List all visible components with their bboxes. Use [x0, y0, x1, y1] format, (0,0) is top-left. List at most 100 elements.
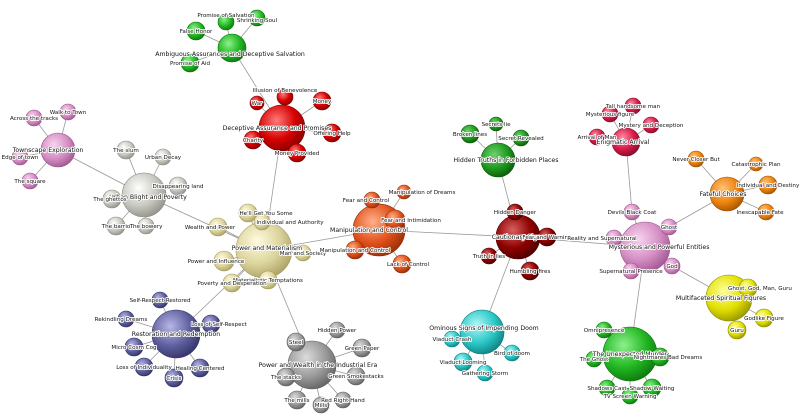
node-mystpower[interactable] — [619, 221, 671, 273]
node-god[interactable] — [663, 257, 681, 275]
node-hiddentruths[interactable] — [480, 142, 516, 178]
node-barrio[interactable] — [106, 216, 126, 236]
node-themills[interactable] — [287, 390, 307, 410]
node-label-multifaceted: Multifaceted Spiritual Figures — [676, 295, 766, 302]
node-superpresence[interactable] — [622, 262, 640, 280]
node-label-restoration: Restoration and Redemption — [132, 331, 220, 338]
node-realitysuper[interactable] — [605, 229, 623, 247]
node-guru[interactable] — [727, 320, 747, 340]
node-viaductlooming[interactable] — [453, 352, 473, 372]
node-label-brokenlines: Broken lines — [453, 132, 487, 138]
node-catastrophic[interactable] — [748, 156, 764, 172]
node-label-healingcentered: Healing Centered — [176, 366, 225, 372]
node-moneyprov[interactable] — [287, 143, 307, 163]
node-ominous[interactable] — [459, 309, 505, 355]
node-mills2[interactable] — [312, 396, 330, 414]
node-fearintim[interactable] — [384, 209, 406, 231]
node-slum[interactable] — [116, 140, 136, 160]
node-promiseaid[interactable] — [180, 53, 200, 73]
node-deceptive[interactable] — [258, 104, 306, 152]
node-inescapable[interactable] — [757, 203, 775, 221]
node-square[interactable] — [21, 172, 39, 190]
node-edgetown[interactable] — [11, 148, 29, 166]
node-mysterious[interactable] — [601, 105, 619, 123]
node-steel[interactable] — [286, 332, 306, 352]
node-hiddendanger[interactable] — [506, 203, 524, 221]
node-label-godlike: Godlike Figure — [744, 316, 784, 322]
node-fateful[interactable] — [709, 176, 745, 212]
node-restoration[interactable] — [151, 309, 201, 359]
node-manipcontrol2[interactable] — [345, 240, 365, 260]
node-omnipresence[interactable] — [595, 321, 613, 339]
node-tvscreen[interactable] — [621, 387, 639, 405]
node-promise[interactable] — [217, 13, 235, 31]
node-disappearing[interactable] — [168, 176, 188, 196]
node-townscape[interactable] — [40, 132, 76, 168]
node-hiddenpower[interactable] — [328, 321, 346, 339]
node-offeringhelp[interactable] — [322, 123, 342, 143]
node-label-manipdreams: Manipulation of Dreams — [389, 190, 456, 196]
node-wealthpower[interactable] — [208, 217, 228, 237]
node-manipdreams[interactable] — [396, 184, 412, 200]
node-humblingfires[interactable] — [520, 261, 540, 281]
node-gathering[interactable] — [476, 364, 494, 382]
node-godlike[interactable] — [754, 308, 774, 328]
node-falsehonor[interactable] — [186, 21, 206, 41]
node-tallhandsome[interactable] — [624, 97, 642, 115]
node-fearwarning[interactable] — [537, 227, 557, 247]
node-lossindiv[interactable] — [134, 357, 154, 377]
node-ghost[interactable] — [660, 218, 678, 236]
node-theghost2[interactable] — [585, 350, 603, 368]
node-mansociety[interactable] — [294, 244, 312, 262]
node-bowery[interactable] — [137, 217, 155, 235]
node-acrosstracks[interactable] — [25, 109, 43, 127]
node-greenpaper[interactable] — [352, 338, 372, 358]
node-healingcentered[interactable] — [190, 358, 210, 378]
node-brokenlines[interactable] — [460, 124, 480, 144]
node-crisis[interactable] — [164, 368, 184, 388]
node-urbanblight[interactable] — [121, 172, 167, 218]
node-secretslie[interactable] — [488, 116, 504, 132]
node-powerinfl[interactable] — [213, 250, 235, 272]
node-individualauth[interactable] — [253, 213, 271, 231]
node-shadowwaiting[interactable] — [642, 378, 662, 398]
node-walktown[interactable] — [59, 103, 77, 121]
node-thestacks[interactable] — [276, 367, 296, 387]
node-povertydesp[interactable] — [222, 273, 242, 293]
node-viaductcrash[interactable] — [443, 330, 461, 348]
node-ghostgod[interactable] — [738, 278, 758, 298]
node-redrighthand[interactable] — [334, 391, 352, 409]
node-rekindling[interactable] — [117, 310, 135, 328]
node-layer — [11, 9, 778, 414]
node-selfrestored[interactable] — [151, 291, 169, 309]
node-money[interactable] — [312, 91, 332, 111]
node-powerwealth[interactable] — [287, 340, 337, 390]
node-ambiguous[interactable] — [217, 33, 247, 63]
node-truthlies[interactable] — [480, 247, 498, 265]
node-urbandecay[interactable] — [154, 148, 172, 166]
node-charity[interactable] — [243, 130, 263, 150]
node-shrinking[interactable] — [248, 9, 266, 27]
node-greensmoke[interactable] — [346, 366, 366, 386]
node-war[interactable] — [249, 95, 265, 111]
node-enigmatic[interactable] — [611, 127, 641, 157]
node-fearcontrol[interactable] — [363, 191, 381, 209]
node-birdofdoom[interactable] — [503, 344, 521, 362]
node-ghettos[interactable] — [102, 189, 122, 209]
node-nevercloserbut[interactable] — [687, 150, 705, 168]
node-lossselfresp[interactable] — [201, 314, 221, 334]
node-lackcontrol[interactable] — [392, 254, 412, 274]
node-illusion[interactable] — [276, 88, 294, 106]
node-label-tallhandsome: Tall handsome man — [605, 104, 661, 110]
node-individualdest[interactable] — [758, 175, 778, 195]
node-nightmares[interactable] — [650, 347, 670, 367]
node-hellget[interactable] — [238, 203, 258, 223]
node-label-powermat: Power and Materialism — [232, 245, 302, 252]
node-shadowcast[interactable] — [598, 379, 616, 397]
node-materialistic[interactable] — [258, 270, 278, 290]
node-secretrev[interactable] — [512, 129, 530, 147]
node-devilsblack[interactable] — [623, 203, 641, 221]
node-mysterydec[interactable] — [642, 116, 660, 134]
node-arrivalman[interactable] — [588, 128, 606, 146]
node-microcog[interactable] — [124, 337, 144, 357]
